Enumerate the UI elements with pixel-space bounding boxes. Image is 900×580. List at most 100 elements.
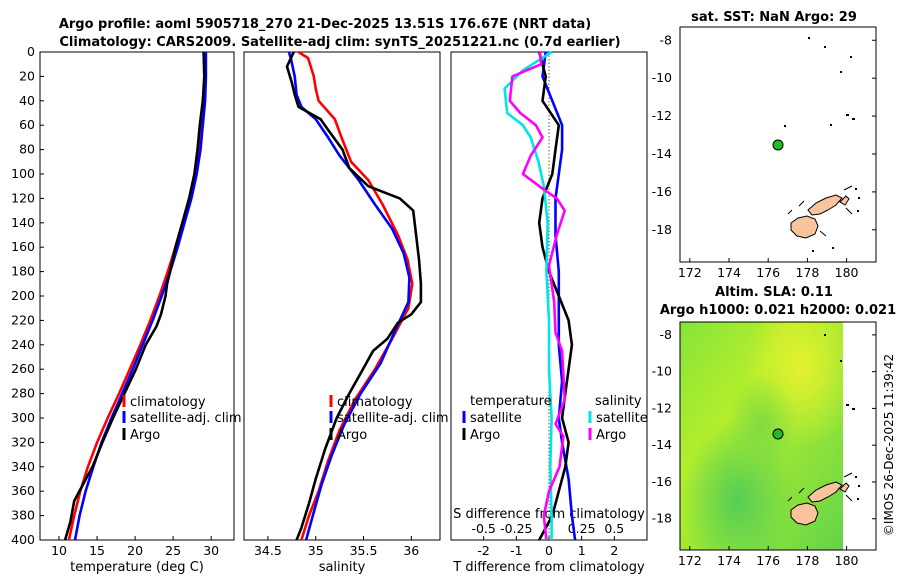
sla-small-islets: [824, 334, 860, 500]
map-x-tick-label: 174: [717, 553, 741, 568]
x-tick-label: 2: [610, 543, 618, 558]
x-tick-label: 1: [578, 543, 586, 558]
difference-legend: temperature satellite Argo salinity sate…: [462, 394, 648, 443]
map-y-tick-label: -16: [652, 474, 672, 489]
salinity-legend: climatology satellite-adj. clim Argo: [329, 395, 449, 443]
depth-axis-ticks: 0 20 40 60 80 100 120 140 160 180 200 220 240 260 280 3…: [11, 44, 44, 547]
depth-tick-label: 380: [11, 508, 35, 523]
map-x-tick-label: 180: [835, 265, 859, 280]
map-y-tick-label: -12: [652, 400, 672, 415]
map-y-tick-label: -8: [660, 327, 673, 342]
sla-map-title-line1: Altim. SLA: 0.11: [715, 285, 833, 300]
salinity-xlabel: salinity: [319, 560, 366, 575]
secondary-x-tick-label: 0.5: [604, 521, 624, 536]
legend-label-satellite: satellite-adj. clim: [130, 411, 242, 426]
depth-tick-label: 240: [11, 337, 35, 352]
secondary-x-tick-label: -0.5: [471, 521, 495, 536]
map-y-tick-label: -18: [652, 222, 672, 237]
map-x-tick-label: 180: [835, 553, 859, 568]
figure-title-line2: Climatology: CARS2009. Satellite-adj cli…: [59, 35, 620, 50]
x-tick-label: 10: [51, 543, 67, 558]
map-x-tick-label: 176: [756, 265, 780, 280]
depth-tick-label: 40: [19, 93, 35, 108]
depth-tick-label: 20: [19, 68, 35, 83]
sla-map-panel: [679, 321, 877, 551]
legend-title-temperature: temperature: [470, 394, 552, 409]
map-x-tick-label: 178: [795, 553, 819, 568]
depth-tick-label: 280: [11, 386, 35, 401]
salinity-panel: [243, 51, 441, 541]
temperature-xlabel: temperature (deg C): [70, 560, 204, 575]
series-line-temperature-satellite: [541, 51, 577, 541]
map-y-tick-label: -12: [652, 108, 672, 123]
series-line-satellite-adj-clim: [287, 51, 411, 541]
temperature-legend: climatology satellite-adj. clim Argo: [122, 395, 242, 443]
legend-label-argo: Argo: [337, 428, 367, 443]
legend-label-climatology: climatology: [130, 395, 206, 410]
depth-tick-label: 80: [19, 142, 35, 157]
depth-tick-label: 260: [11, 361, 35, 376]
sst-island-vanua-levu: [807, 194, 843, 216]
sla-map-title-line2: Argo h1000: 0.021 h2000: 0.021: [660, 303, 896, 318]
depth-tick-label: 100: [11, 166, 35, 181]
depth-tick-label: 340: [11, 459, 35, 474]
map-y-tick-label: -14: [652, 146, 672, 161]
legend-label-satellite: satellite-adj. clim: [337, 411, 449, 426]
x-tick-label: 15: [89, 543, 105, 558]
depth-tick-label: 180: [11, 264, 35, 279]
legend-label-temp-satellite: satellite: [470, 411, 522, 426]
depth-tick-label: 140: [11, 215, 35, 230]
difference-series-group: [503, 50, 577, 541]
sst-small-islets: [784, 37, 860, 252]
sla-heatmap: [680, 322, 843, 550]
depth-tick-label: 0: [27, 44, 35, 59]
legend-label-argo: Argo: [130, 428, 160, 443]
series-line-salinity-satellite: [503, 50, 553, 540]
sst-reef-outline: [787, 185, 853, 237]
temperature-series-group: [63, 51, 208, 541]
difference-xlabel: T difference from climatology: [452, 560, 645, 575]
x-tick-label: 30: [203, 543, 219, 558]
difference-secondary-x-ticks: -0.5 -0.25 0.25 0.5: [471, 521, 624, 536]
sla-reef-outline: [787, 472, 853, 502]
map-x-tick-label: 174: [717, 265, 741, 280]
sst-island-viti-levu: [790, 215, 819, 239]
sst-map-coastlines: [784, 37, 860, 252]
map-x-tick-label: 176: [756, 553, 780, 568]
map-y-tick-label: -14: [652, 437, 672, 452]
x-tick-label: 34.5: [254, 543, 282, 558]
sla-island-vanua-levu: [807, 481, 843, 503]
map-y-tick-label: -8: [660, 32, 673, 47]
salinity-x-ticks: 34.5 35 35.5 36: [254, 536, 419, 558]
depth-tick-label: 360: [11, 483, 35, 498]
sst-argo-float-marker: [772, 139, 784, 151]
legend-label-sal-satellite: satellite: [596, 411, 648, 426]
x-tick-label: -2: [477, 543, 489, 558]
x-tick-label: 35: [308, 543, 324, 558]
sst-island-taveuni: [839, 195, 850, 206]
x-tick-label: 36: [403, 543, 419, 558]
series-line-argo: [63, 51, 206, 541]
depth-tick-label: 300: [11, 410, 35, 425]
x-tick-label: 35.5: [350, 543, 378, 558]
x-tick-label: 20: [127, 543, 143, 558]
legend-label-sal-argo: Argo: [596, 428, 626, 443]
map-x-tick-label: 172: [678, 265, 702, 280]
map-y-tick-label: -16: [652, 184, 672, 199]
series-line-temperature-argo: [537, 51, 574, 541]
sla-map-coastlines: [787, 334, 860, 526]
figure-title-line1: Argo profile: aoml 5905718_270 21-Dec-20…: [59, 17, 591, 32]
sla-field-mid-patch: [680, 322, 843, 550]
sla-argo-float-marker: [772, 428, 784, 440]
map-x-tick-label: 178: [795, 265, 819, 280]
sla-island-taveuni: [839, 482, 850, 493]
legend-label-temp-argo: Argo: [470, 428, 500, 443]
x-tick-label: 0: [545, 543, 553, 558]
depth-tick-label: 400: [11, 532, 35, 547]
map-y-tick-label: -10: [652, 70, 672, 85]
series-line-salinity-argo: [508, 51, 567, 541]
map-y-tick-label: -18: [652, 511, 672, 526]
depth-tick-label: 200: [11, 288, 35, 303]
series-line-climatology: [297, 50, 414, 541]
